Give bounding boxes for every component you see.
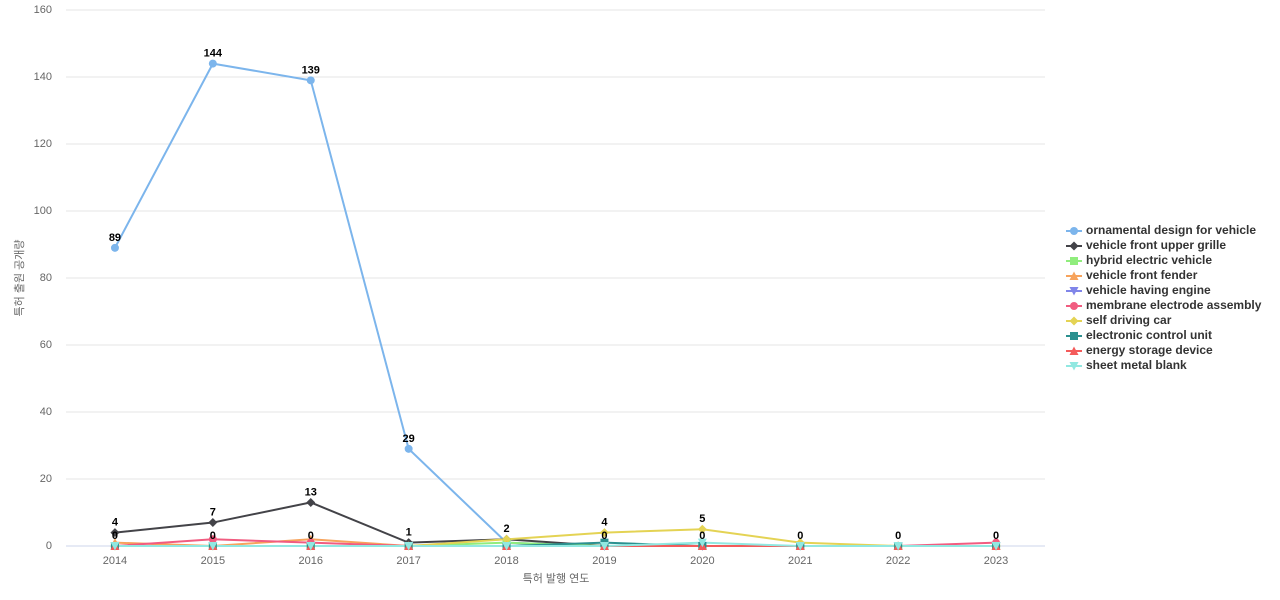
legend-item[interactable]: self driving car (1066, 313, 1172, 327)
y-axis-label: 특허 출원 공개량 (13, 240, 26, 317)
data-label: 0 (210, 530, 216, 542)
legend-item[interactable]: energy storage device (1066, 343, 1213, 357)
x-tick-label: 2021 (788, 555, 812, 567)
legend-label: vehicle front upper grille (1086, 238, 1226, 252)
data-label: 0 (797, 530, 803, 542)
data-point (208, 542, 218, 551)
y-tick-label: 140 (34, 71, 52, 83)
data-point (795, 542, 805, 551)
y-tick-label: 60 (40, 339, 52, 351)
data-label: 0 (699, 530, 705, 542)
legend-label: electronic control unit (1086, 328, 1212, 342)
y-tick-label: 100 (34, 205, 52, 217)
legend-item[interactable]: vehicle having engine (1066, 283, 1211, 297)
data-point (306, 542, 316, 551)
y-tick-label: 80 (40, 272, 52, 284)
data-label: 89 (109, 232, 121, 244)
legend-item[interactable]: vehicle front fender (1066, 268, 1198, 282)
legend-label: hybrid electric vehicle (1086, 253, 1212, 267)
data-label: 7 (210, 506, 216, 518)
legend-label: vehicle having engine (1086, 283, 1211, 297)
data-label: 0 (601, 530, 607, 542)
legend-label: self driving car (1086, 313, 1172, 327)
legend-label: membrane electrode assembly (1086, 298, 1262, 312)
data-point (502, 534, 512, 544)
data-point (306, 76, 315, 85)
x-tick-label: 2023 (984, 555, 1008, 567)
legend-label: sheet metal blank (1086, 358, 1187, 372)
legend-item[interactable]: ornamental design for vehicle (1066, 223, 1256, 237)
legend-marker (1069, 287, 1079, 296)
legend-label: ornamental design for vehicle (1086, 223, 1256, 237)
data-label: 0 (895, 530, 901, 542)
x-tick-label: 2018 (494, 555, 518, 567)
data-label: 5 (699, 513, 705, 525)
y-tick-label: 160 (34, 4, 52, 16)
series-line (114, 62, 997, 547)
data-label: 4 (601, 517, 608, 529)
legend-marker (1069, 346, 1079, 355)
x-tick-label: 2015 (201, 555, 225, 567)
legend-item[interactable]: sheet metal blank (1066, 358, 1187, 372)
legend-marker (1069, 362, 1079, 371)
x-tick-label: 2017 (396, 555, 420, 567)
data-point (306, 497, 316, 507)
x-tick-label: 2020 (690, 555, 714, 567)
y-tick-label: 40 (40, 406, 52, 418)
legend-marker (1069, 271, 1079, 280)
data-point (599, 528, 609, 538)
legend-item[interactable]: vehicle front upper grille (1066, 238, 1226, 252)
data-label: 144 (204, 48, 223, 60)
y-tick-label: 20 (40, 473, 52, 485)
data-point (208, 518, 218, 528)
data-label: 13 (305, 486, 317, 498)
legend-item[interactable]: electronic control unit (1066, 328, 1212, 342)
data-point (404, 444, 413, 453)
data-point (208, 59, 217, 68)
legend-marker (1070, 227, 1078, 235)
data-label: 29 (403, 433, 415, 445)
data-label: 4 (112, 517, 119, 529)
x-tick-label: 2022 (886, 555, 910, 567)
x-axis-label: 특허 발행 연도 (523, 572, 590, 585)
data-label: 0 (308, 530, 314, 542)
legend-item[interactable]: hybrid electric vehicle (1066, 253, 1212, 267)
legend-marker (1070, 332, 1078, 340)
legend-marker (1069, 316, 1079, 326)
x-tick-label: 2016 (299, 555, 323, 567)
data-point (110, 243, 119, 252)
legend-marker (1069, 241, 1079, 251)
data-point (991, 542, 1001, 551)
series-line (114, 541, 997, 547)
data-point (599, 542, 609, 551)
y-tick-label: 0 (46, 540, 52, 552)
x-tick-label: 2014 (103, 555, 127, 567)
data-point (893, 542, 903, 551)
data-label: 1 (406, 527, 412, 539)
legend-marker (1070, 257, 1078, 265)
data-label: 139 (302, 64, 320, 76)
legend-item[interactable]: membrane electrode assembly (1066, 298, 1262, 312)
data-point (110, 542, 120, 551)
data-label: 0 (993, 530, 999, 542)
x-tick-label: 2019 (592, 555, 616, 567)
data-point (404, 542, 414, 551)
data-point (208, 535, 217, 544)
data-point (697, 524, 707, 534)
legend-marker (1070, 302, 1078, 310)
data-point (697, 538, 707, 548)
data-point (110, 528, 120, 538)
data-label: 0 (112, 530, 118, 542)
data-label: 2 (503, 523, 509, 535)
legend-label: energy storage device (1086, 343, 1213, 357)
legend-label: vehicle front fender (1086, 268, 1198, 282)
series-line (114, 501, 997, 547)
y-tick-label: 120 (34, 138, 52, 150)
data-point (502, 542, 512, 551)
